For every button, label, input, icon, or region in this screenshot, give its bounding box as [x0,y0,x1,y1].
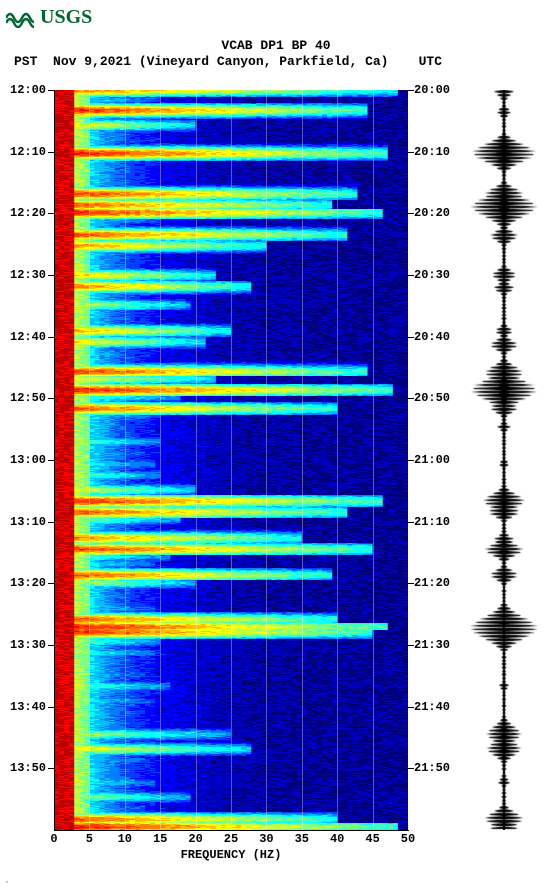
x-tick-label: 35 [295,832,309,846]
tick-mark [48,152,54,153]
tick-mark [48,337,54,338]
gridline [89,90,90,830]
tick-mark [48,583,54,584]
plot-subtitle: PST Nov 9,2021 (Vineyard Canyon, Parkfie… [14,54,388,69]
tick-mark [408,645,414,646]
tick-mark [408,275,414,276]
gridline [125,90,126,830]
y-tick-right: 20:10 [414,145,450,159]
y-tick-left: 12:10 [10,145,46,159]
y-tick-left: 12:20 [10,206,46,220]
x-tick-label: 15 [153,832,167,846]
tick-mark [48,522,54,523]
gridline [266,90,267,830]
tick-mark [48,275,54,276]
tick-mark [408,707,414,708]
y-tick-left: 13:30 [10,638,46,652]
y-tick-right: 20:20 [414,206,450,220]
tick-mark [408,90,414,91]
x-tick-label: 5 [86,832,93,846]
tick-mark [48,90,54,91]
gridline [373,90,374,830]
seismogram-canvas [468,90,540,830]
x-tick-label: 25 [224,832,238,846]
tick-mark [48,707,54,708]
tick-mark [48,768,54,769]
y-tick-right: 20:50 [414,391,450,405]
x-tick-label: 30 [259,832,273,846]
y-tick-right: 20:30 [414,268,450,282]
y-tick-right: 21:30 [414,638,450,652]
y-tick-left: 12:30 [10,268,46,282]
tz-right-label: UTC [419,54,442,69]
gridline [302,90,303,830]
x-tick-label: 0 [50,832,57,846]
gridline [231,90,232,830]
x-tick-label: 50 [401,832,415,846]
tick-mark [408,460,414,461]
tick-mark [408,583,414,584]
y-tick-left: 12:40 [10,330,46,344]
y-tick-left: 13:20 [10,576,46,590]
y-tick-left: 13:40 [10,700,46,714]
gridline [337,90,338,830]
y-tick-right: 20:40 [414,330,450,344]
tick-mark [48,460,54,461]
y-tick-right: 20:00 [414,83,450,97]
y-tick-right: 21:20 [414,576,450,590]
y-tick-left: 13:10 [10,515,46,529]
x-tick-label: 10 [118,832,132,846]
tick-mark [48,213,54,214]
usgs-logo: USGS [6,6,92,29]
x-tick-label: 20 [188,832,202,846]
plot-title: VCAB DP1 BP 40 [0,38,552,53]
x-tick-label: 45 [365,832,379,846]
y-tick-left: 12:50 [10,391,46,405]
gridline [196,90,197,830]
y-tick-left: 13:00 [10,453,46,467]
tick-mark [408,213,414,214]
station-label: Nov 9,2021 (Vineyard Canyon, Parkfield, … [53,54,388,69]
seismogram-area [468,90,540,830]
tick-mark [408,522,414,523]
usgs-logo-text: USGS [40,6,92,29]
y-tick-left: 12:00 [10,83,46,97]
tz-left-label: PST [14,54,37,69]
usgs-wave-icon [6,8,34,28]
gridline [160,90,161,830]
y-tick-right: 21:00 [414,453,450,467]
footer-mark: · [4,877,10,888]
y-tick-left: 13:50 [10,761,46,775]
tick-mark [48,645,54,646]
tick-mark [48,398,54,399]
tick-mark [408,337,414,338]
y-tick-right: 21:50 [414,761,450,775]
tick-mark [408,768,414,769]
x-tick-label: 40 [330,832,344,846]
spectrogram-area [54,90,408,830]
y-tick-right: 21:40 [414,700,450,714]
tick-mark [408,152,414,153]
y-tick-right: 21:10 [414,515,450,529]
tick-mark [408,398,414,399]
x-axis-label: FREQUENCY (HZ) [54,848,408,862]
